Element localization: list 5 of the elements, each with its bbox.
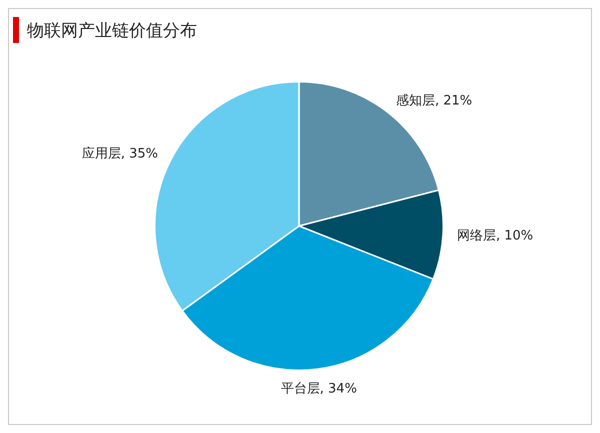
slice-label: 网络层, 10%	[456, 228, 534, 244]
slice-label: 平台层, 34%	[280, 381, 357, 396]
slice-label: 感知层, 21%	[396, 93, 472, 108]
slice-label: 应用层, 35%	[82, 146, 158, 162]
chart-title: 物联网产业链价值分布	[27, 20, 197, 42]
